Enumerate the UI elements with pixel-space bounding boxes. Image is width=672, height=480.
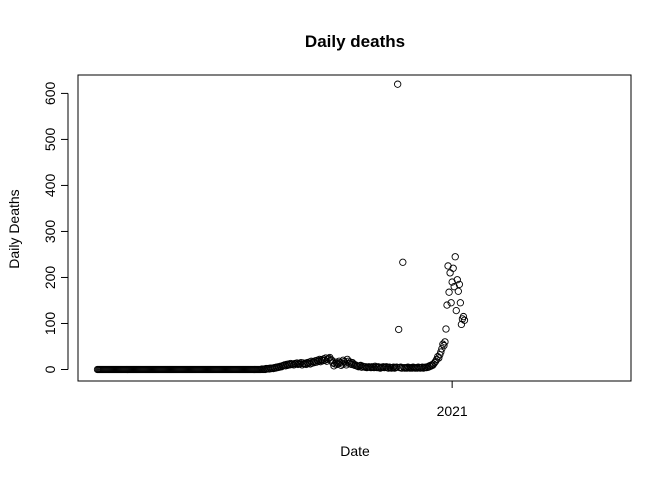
data-point <box>322 354 330 362</box>
x-axis: 2021 <box>437 381 468 419</box>
chart-title: Daily deaths <box>305 32 405 51</box>
data-point <box>324 355 332 364</box>
y-tick-label: 200 <box>42 266 58 290</box>
data-point <box>459 312 468 321</box>
data-points <box>93 80 469 374</box>
data-point <box>449 264 457 272</box>
data-point <box>440 341 448 350</box>
data-point <box>455 280 463 289</box>
data-point <box>456 299 465 307</box>
data-point <box>453 276 461 284</box>
y-tick-label: 400 <box>42 174 58 198</box>
data-point <box>445 288 453 296</box>
x-axis-label: Date <box>340 443 370 459</box>
y-tick-label: 100 <box>42 312 58 336</box>
plot-frame <box>77 74 632 382</box>
data-point <box>392 363 401 371</box>
data-point <box>439 340 447 348</box>
data-point <box>443 301 451 309</box>
data-point <box>437 348 445 356</box>
y-axis-label: Daily Deaths <box>6 189 22 268</box>
x-tick-label: 2021 <box>437 403 468 419</box>
data-point <box>338 360 346 368</box>
data-point <box>454 287 462 295</box>
y-tick-label: 600 <box>42 82 58 106</box>
data-point <box>395 325 403 334</box>
data-point <box>441 338 449 346</box>
y-tick-label: 0 <box>42 365 58 373</box>
data-point <box>446 269 454 277</box>
data-point <box>394 80 402 88</box>
data-point <box>451 253 459 261</box>
y-tick-label: 500 <box>42 128 58 152</box>
y-tick-label: 300 <box>42 220 58 244</box>
data-point <box>442 325 450 333</box>
data-point <box>447 299 455 307</box>
data-point <box>399 258 407 266</box>
y-axis: 0 100 200 300 400 500 600 <box>42 82 69 373</box>
data-point <box>460 316 469 324</box>
data-point <box>452 306 460 315</box>
